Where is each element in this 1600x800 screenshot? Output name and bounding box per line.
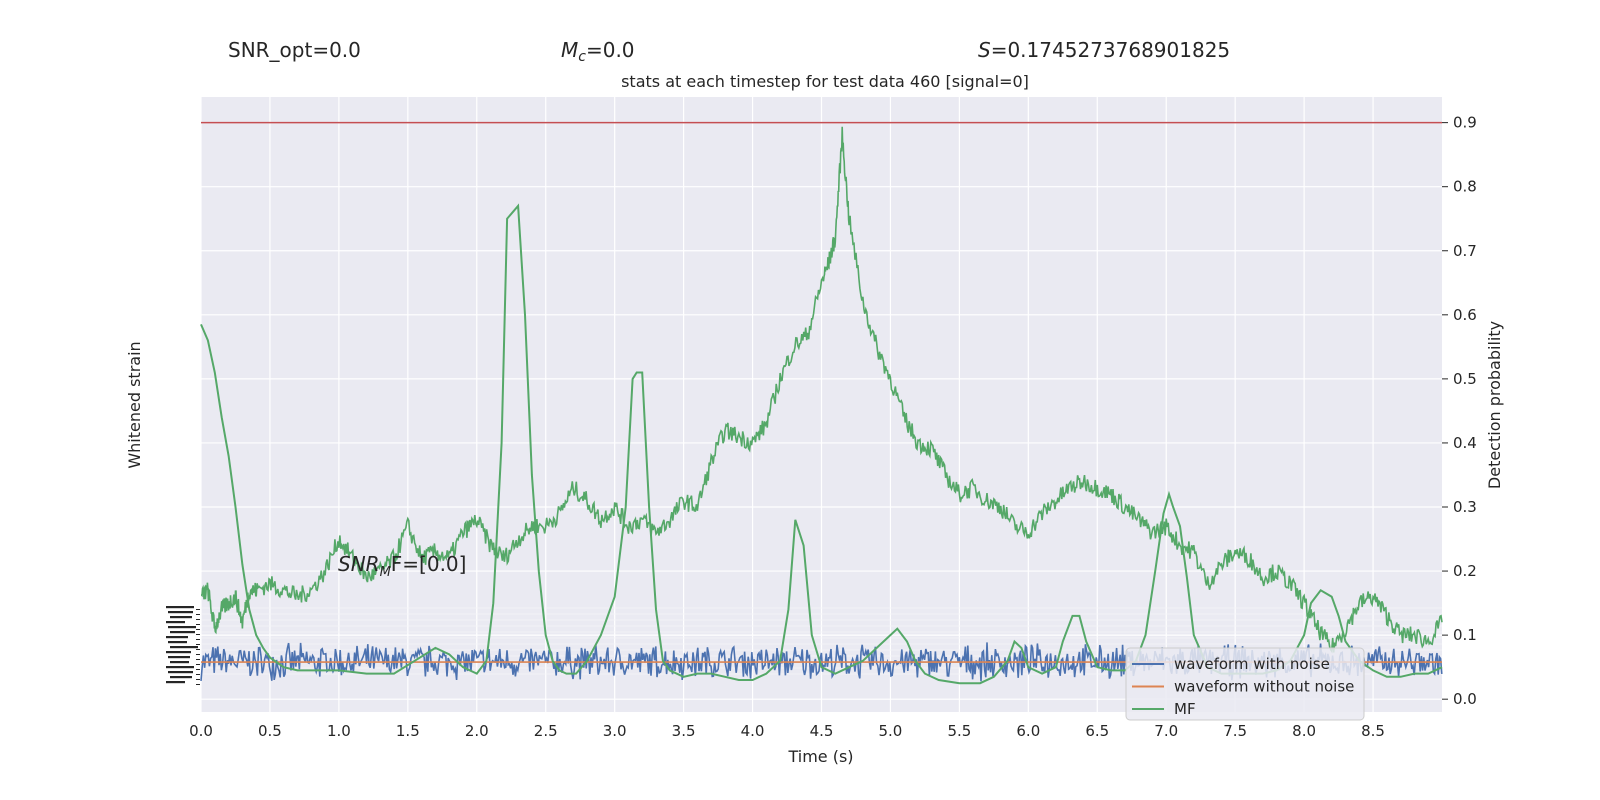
- x-tick-label: 0.5: [258, 722, 282, 740]
- x-tick-label: 6.0: [1016, 722, 1040, 740]
- x-tick-label: 4.5: [810, 722, 834, 740]
- strain-tick-glyph: [170, 661, 189, 664]
- x-tick-label: 2.5: [534, 722, 558, 740]
- strain-tick-mark: [196, 674, 200, 675]
- snr-mf-annotation: SNRMF=[0.0]: [338, 552, 466, 580]
- strain-tick-mark: [196, 639, 200, 640]
- s-symbol: S: [978, 38, 991, 62]
- strain-tick-mark: [196, 654, 200, 655]
- mc-subscript: c: [578, 49, 586, 65]
- x-axis-label: Time (s): [787, 747, 853, 766]
- annotation-sub: M: [380, 565, 391, 580]
- x-tick-label: 7.5: [1223, 722, 1247, 740]
- left-axis-tick-clutter: [166, 606, 200, 685]
- x-tick-label: 4.0: [741, 722, 765, 740]
- y-tick-label: 0.8: [1453, 178, 1477, 196]
- strain-tick-mark: [196, 644, 200, 645]
- s-value: =0.1745273768901825: [990, 38, 1231, 62]
- legend-entry-label: waveform with noise: [1174, 655, 1330, 673]
- x-tick-label: 1.0: [327, 722, 351, 740]
- x-axis: 0.0 0.5 1.0 1.5 2.0 2.5 3.0 3.5 4.0 4.5 5.0 5.5 6.0 6…: [189, 722, 1385, 740]
- y-tick-label: 0.4: [1453, 434, 1477, 452]
- strain-tick-glyph: [168, 626, 196, 629]
- left-axis-label: Whitened strain: [125, 341, 144, 468]
- strain-tick-mark: [196, 679, 200, 680]
- strain-tick-glyph: [168, 656, 190, 659]
- x-tick-label: 1.5: [396, 722, 420, 740]
- legend-box: [1125, 647, 1365, 721]
- y-tick-label: 0.0: [1453, 690, 1477, 708]
- strain-tick-mark: [196, 609, 200, 610]
- x-tick-label: 2.0: [465, 722, 489, 740]
- annotation-tail: F=[0.0]: [391, 552, 467, 576]
- y-tick-label: 0.2: [1453, 562, 1477, 580]
- y-tick-label: 0.3: [1453, 498, 1477, 516]
- legend: waveform with noise waveform without nois…: [1125, 647, 1365, 721]
- x-tick-label: 8.0: [1292, 722, 1316, 740]
- chirp-mass-label: Mc=0.0: [561, 38, 635, 65]
- strain-tick-glyph: [168, 641, 187, 644]
- snr-opt-label: SNR_opt=0.0: [228, 38, 361, 62]
- y-tick-label: 0.5: [1453, 370, 1477, 388]
- strain-tick-glyph: [170, 646, 198, 649]
- strain-tick-glyph: [170, 676, 192, 679]
- strain-tick-glyph: [166, 621, 185, 624]
- strain-tick-mark: [196, 659, 200, 660]
- mc-symbol: M: [561, 38, 579, 62]
- strain-tick-mark: [196, 634, 200, 635]
- strain-tick-mark: [196, 669, 200, 670]
- x-tick-label: 5.0: [879, 722, 903, 740]
- legend-entry-label: waveform without noise: [1174, 678, 1354, 696]
- y-axis-right: 0.0 0.1 0.2 0.3 0.4 0.5 0.6 0.7 0.8 0.9: [1442, 114, 1477, 708]
- right-axis-label: Detection probability: [1485, 321, 1504, 489]
- strain-tick-mark: [196, 684, 200, 685]
- x-tick-label: 6.5: [1085, 722, 1109, 740]
- annotation-base: SNR: [338, 552, 380, 576]
- strain-tick-glyph: [166, 651, 191, 654]
- strain-tick-mark: [196, 649, 200, 650]
- x-tick-label: 7.0: [1154, 722, 1178, 740]
- y-tick-label: 0.9: [1453, 114, 1477, 132]
- strain-tick-glyph: [168, 671, 193, 674]
- strain-tick-glyph: [170, 616, 192, 619]
- y-tick-label: 0.1: [1453, 626, 1477, 644]
- x-tick-label: 5.5: [947, 722, 971, 740]
- strain-tick-glyph: [166, 636, 188, 639]
- legend-entry-label: MF: [1174, 700, 1196, 718]
- strain-tick-glyph: [168, 611, 193, 614]
- strain-tick-mark: [196, 619, 200, 620]
- strain-tick-mark: [196, 629, 200, 630]
- detection-probability-line: [200, 126, 1443, 654]
- strain-tick-mark: [196, 614, 200, 615]
- strain-tick-glyph: [166, 681, 185, 684]
- y-tick-label: 0.7: [1453, 242, 1477, 260]
- x-tick-label: 3.0: [603, 722, 627, 740]
- strain-tick-glyph: [166, 666, 194, 669]
- strain-tick-mark: [196, 624, 200, 625]
- y-tick-label: 0.6: [1453, 306, 1477, 324]
- strain-tick-mark: [196, 664, 200, 665]
- strain-tick-glyph: [170, 631, 195, 634]
- s-statistic-label: S=0.1745273768901825: [978, 38, 1230, 62]
- mc-value: =0.0: [585, 38, 635, 62]
- x-tick-label: 0.0: [189, 722, 213, 740]
- x-tick-label: 8.5: [1361, 722, 1385, 740]
- strain-tick-glyph: [166, 606, 194, 609]
- x-tick-label: 3.5: [672, 722, 696, 740]
- chart-subtitle: stats at each timestep for test data 460…: [621, 72, 1029, 91]
